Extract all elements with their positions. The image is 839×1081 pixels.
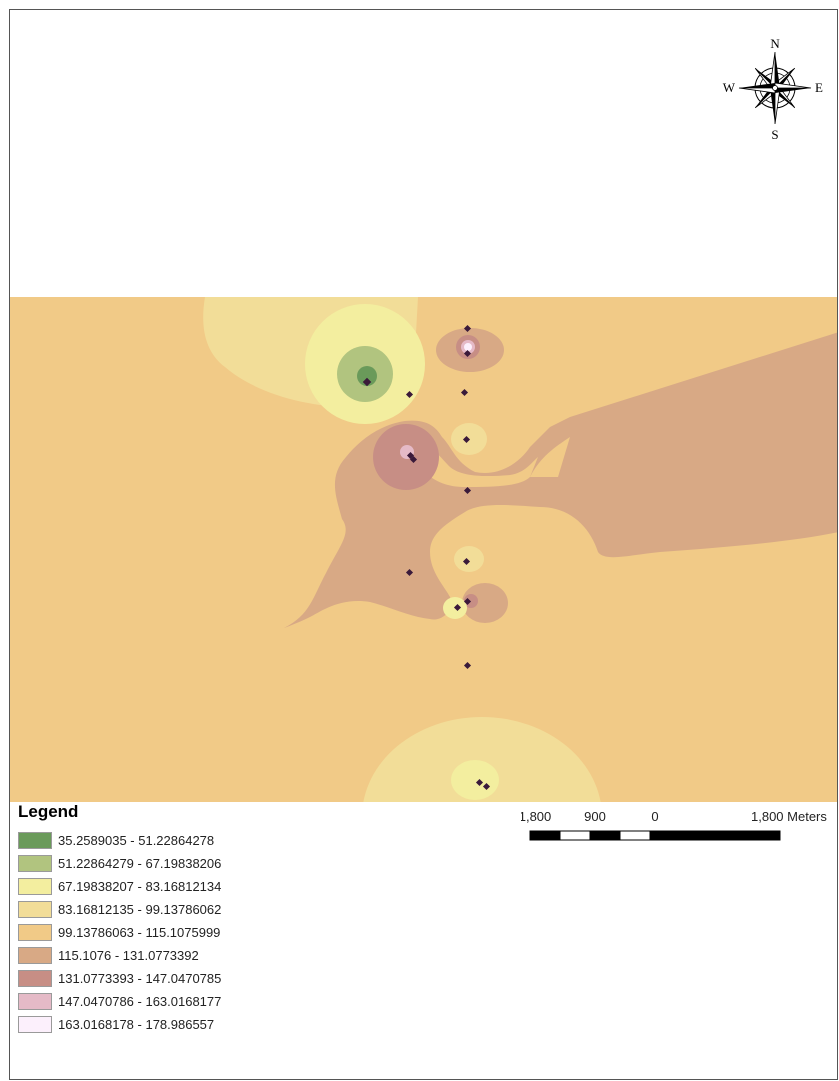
- legend-items: 35.2589035 - 51.22864278 51.22864279 - 67…: [18, 829, 338, 1036]
- surface-zone-high-top-max: [464, 343, 472, 351]
- legend-label: 51.22864279 - 67.19838206: [58, 856, 222, 871]
- north-arrow-compass: N S W E: [713, 28, 833, 148]
- surface-zone-light-bottom: [363, 717, 601, 802]
- surface-zone-yellow-bottom: [451, 760, 499, 800]
- legend-item: 163.0168178 - 178.986557: [18, 1013, 338, 1036]
- legend-label: 115.1076 - 131.0773392: [58, 948, 199, 963]
- sample-point: [463, 486, 472, 495]
- legend-swatch: [18, 901, 52, 918]
- legend-item: 115.1076 - 131.0773392: [18, 944, 338, 967]
- legend-swatch: [18, 924, 52, 941]
- sample-point: [405, 390, 414, 399]
- legend-label: 83.16812135 - 99.13786062: [58, 902, 222, 917]
- sample-point: [362, 377, 372, 387]
- legend-item: 83.16812135 - 99.13786062: [18, 898, 338, 921]
- scale-bar: 1,800 900 0 1,800 Meters: [519, 808, 837, 848]
- legend-swatch: [18, 993, 52, 1010]
- interpolated-surface-map[interactable]: [10, 297, 837, 802]
- legend-swatch: [18, 832, 52, 849]
- surface-zone-orange-inlet: [530, 437, 570, 477]
- scale-label-0: 0: [651, 809, 658, 824]
- scale-label-1800-left: 1,800: [521, 809, 551, 824]
- sample-point: [463, 349, 472, 358]
- sample-point: [475, 778, 484, 787]
- legend-swatch: [18, 855, 52, 872]
- compass-south-label: S: [771, 127, 778, 142]
- compass-north-label: N: [770, 36, 780, 51]
- scale-bar-segments: [529, 830, 781, 841]
- legend-label: 35.2589035 - 51.22864278: [58, 833, 215, 848]
- sample-point: [409, 455, 418, 464]
- legend-item: 35.2589035 - 51.22864278: [18, 829, 338, 852]
- map-layout-frame: N S W E: [9, 9, 838, 1080]
- legend-swatch: [18, 947, 52, 964]
- legend-label: 67.19838207 - 83.16812134: [58, 879, 222, 894]
- legend-item: 99.13786063 - 115.1075999: [18, 921, 338, 944]
- legend-swatch: [18, 878, 52, 895]
- legend-label: 163.0168178 - 178.986557: [58, 1017, 215, 1032]
- legend-label: 147.0470786 - 163.0168177: [58, 994, 222, 1009]
- sample-point: [405, 568, 414, 577]
- legend-title: Legend: [18, 802, 79, 821]
- sample-points-layer: [362, 324, 491, 791]
- surface-zone-orange-inset: [414, 446, 538, 487]
- sample-point: [463, 597, 472, 606]
- map-legend: Legend 35.2589035 - 51.22864278 51.228642…: [18, 802, 338, 1036]
- legend-label: 99.13786063 - 115.1075999: [58, 925, 221, 940]
- surface-zone-green-dark: [357, 366, 377, 386]
- sample-point: [462, 435, 471, 444]
- surface-zone-brown-central: [284, 332, 837, 628]
- compass-west-label: W: [723, 80, 736, 95]
- surface-zone-light-mid2: [454, 546, 484, 572]
- legend-label: 131.0773393 - 147.0470785: [58, 971, 222, 986]
- sample-point: [462, 557, 471, 566]
- sample-point: [453, 603, 462, 612]
- legend-item: 147.0470786 - 163.0168177: [18, 990, 338, 1013]
- sample-point: [463, 324, 472, 333]
- compass-east-label: E: [815, 80, 823, 95]
- sample-point: [463, 661, 472, 670]
- scale-label-900: 900: [584, 809, 606, 824]
- legend-item: 131.0773393 - 147.0470785: [18, 967, 338, 990]
- legend-swatch: [18, 970, 52, 987]
- legend-item: 51.22864279 - 67.19838206: [18, 852, 338, 875]
- sample-point: [460, 388, 469, 397]
- legend-item: 67.19838207 - 83.16812134: [18, 875, 338, 898]
- surface-zone-brown-low: [462, 583, 508, 623]
- sample-point: [482, 782, 491, 791]
- legend-swatch: [18, 1016, 52, 1033]
- scale-label-1800-right: 1,800 Meters: [751, 809, 827, 824]
